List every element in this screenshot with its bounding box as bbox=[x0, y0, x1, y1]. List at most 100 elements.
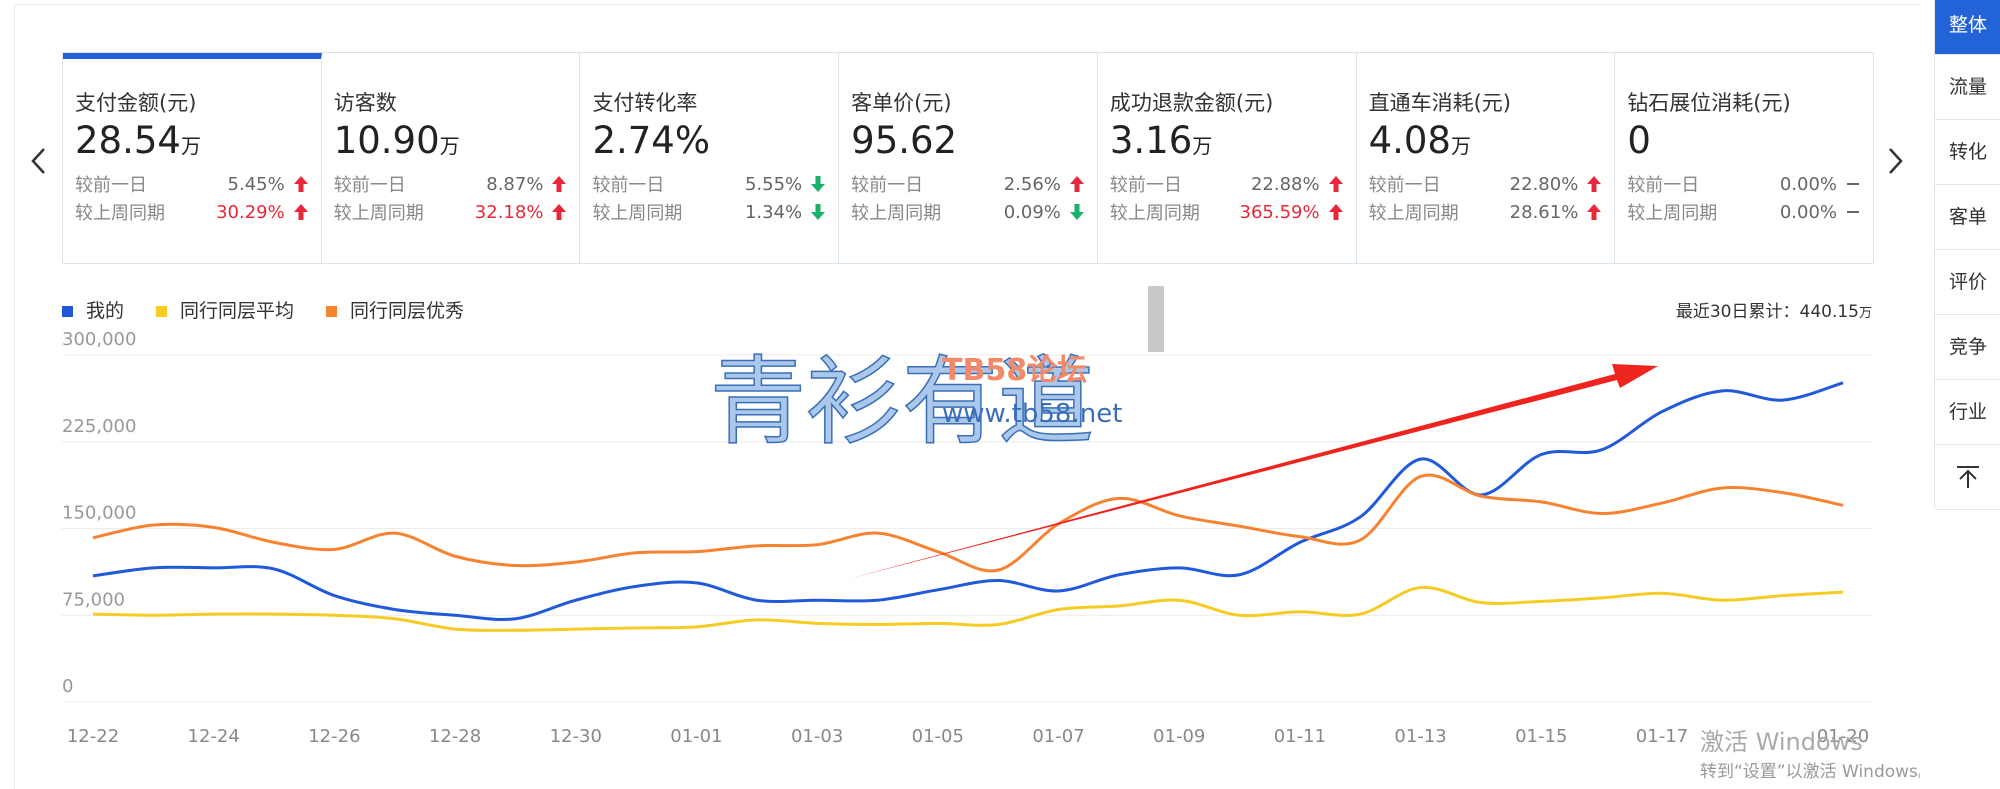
compare-label: 较前一日 bbox=[1368, 175, 1441, 196]
compare-label: 较前一日 bbox=[75, 175, 147, 196]
metric-value: 10.90万 bbox=[334, 119, 568, 167]
metric-cards: 支付金额(元) 28.54万 较前一日 5.45% 较上周同期 30.29% 访客数 10.9… bbox=[62, 52, 1874, 264]
compare-row: 较前一日 22.88% bbox=[1109, 173, 1344, 196]
compare-value: 30.29% bbox=[216, 201, 285, 223]
nav-tab[interactable]: 转化 bbox=[1935, 120, 2000, 185]
nav-tab[interactable]: 行业 bbox=[1935, 380, 2000, 445]
compare-label: 较前一日 bbox=[592, 175, 665, 196]
nav-tab[interactable]: 竞争 bbox=[1935, 315, 2000, 380]
metric-card[interactable]: 支付转化率 2.74% 较前一日 5.55% 较上周同期 1.34% bbox=[580, 53, 840, 263]
compare-label: 较前一日 bbox=[333, 175, 406, 196]
value-number: 28.54 bbox=[75, 119, 181, 162]
compare-value: 32.18% bbox=[474, 201, 544, 223]
compare-row: 较上周同期 1.34% bbox=[592, 201, 826, 224]
trend-arrow bbox=[1587, 176, 1602, 192]
metric-card[interactable]: 钻石展位消耗(元) 0 较前一日 0.00% 较上周同期 0.00% bbox=[1615, 53, 1873, 263]
compare-value: 0.00% bbox=[1779, 173, 1838, 195]
metric-card[interactable]: 成功退款金额(元) 3.16万 较前一日 22.88% 较上周同期 365.59% bbox=[1098, 53, 1357, 263]
compare-row: 较前一日 2.56% bbox=[851, 173, 1085, 196]
compare-label: 较上周同期 bbox=[1368, 203, 1459, 224]
os-activate-hint: 转到“设置”以激活 Windows。 bbox=[1700, 762, 1920, 782]
nav-tab[interactable]: 整体 bbox=[1935, 0, 2000, 55]
x-tick-label: 01-13 bbox=[1394, 726, 1446, 747]
metric-value: 2.74% bbox=[592, 119, 826, 167]
compare-value: 8.87% bbox=[486, 173, 544, 195]
compare-label: 较前一日 bbox=[1109, 175, 1182, 196]
back-to-top[interactable] bbox=[1935, 445, 2000, 510]
total: 最近30日累计：440.15万 bbox=[1676, 302, 1872, 322]
trend-arrow bbox=[811, 204, 826, 220]
trend-arrow bbox=[1328, 204, 1343, 220]
x-tick-label: 01-11 bbox=[1274, 726, 1326, 747]
nav-tab[interactable]: 客单 bbox=[1935, 185, 2000, 250]
compare-label: 较上周同期 bbox=[1627, 203, 1718, 224]
x-tick-label: 01-03 bbox=[791, 726, 843, 747]
y-tick-label: 150,000 bbox=[62, 503, 136, 524]
watermark-forum: TB58论坛 bbox=[942, 353, 1087, 388]
x-tick-label: 12-28 bbox=[429, 726, 481, 747]
y-tick-label: 225,000 bbox=[62, 416, 136, 437]
legend-swatch bbox=[156, 306, 168, 317]
next-arrow[interactable] bbox=[1884, 146, 1906, 176]
metric-card[interactable]: 直通车消耗(元) 4.08万 较前一日 22.80% 较上周同期 28.61% bbox=[1357, 53, 1616, 263]
metric-title: 直通车消耗(元) bbox=[1368, 91, 1511, 115]
metric-title: 成功退款金额(元) bbox=[1109, 91, 1274, 115]
metric-title: 访客数 bbox=[333, 91, 397, 115]
legend-swatch bbox=[326, 306, 338, 317]
compare-label: 较前一日 bbox=[851, 175, 924, 196]
nav-tab[interactable]: 流量 bbox=[1935, 55, 2000, 120]
compare-value: 0.00% bbox=[1779, 201, 1838, 223]
metric-value: 3.16万 bbox=[1110, 119, 1344, 167]
panel bbox=[14, 4, 1919, 789]
y-tick-label: 300,000 bbox=[62, 329, 136, 350]
metric-value: 0 bbox=[1627, 119, 1861, 167]
compare-value: 5.45% bbox=[227, 173, 285, 195]
metric-card[interactable]: 支付金额(元) 28.54万 较前一日 5.45% 较上周同期 30.29% bbox=[63, 53, 322, 263]
metric-value: 28.54万 bbox=[75, 119, 309, 167]
trend-arrow bbox=[1587, 204, 1602, 220]
trend-arrow bbox=[1328, 176, 1343, 192]
metric-card[interactable]: 客单价(元) 95.62 较前一日 2.56% 较上周同期 0.09% bbox=[839, 53, 1098, 263]
annotation-arrow bbox=[848, 364, 1658, 579]
series-line bbox=[92, 473, 1844, 573]
x-tick-label: 01-20 bbox=[1817, 726, 1869, 747]
x-tick-label: 01-15 bbox=[1515, 726, 1567, 747]
compare-value: 5.55% bbox=[744, 173, 803, 195]
top-glyph bbox=[1957, 466, 1979, 488]
watermark-main: 青衫有道 bbox=[710, 346, 1094, 458]
value-unit: 万 bbox=[1192, 134, 1213, 158]
prev-arrow[interactable] bbox=[28, 146, 50, 176]
y-tick-label: 75,000 bbox=[62, 589, 125, 610]
x-tick-label: 12-30 bbox=[550, 726, 602, 747]
trend-icon bbox=[1069, 176, 1084, 192]
compare-label: 较前一日 bbox=[1627, 175, 1700, 196]
compare-value: 28.61% bbox=[1509, 201, 1579, 223]
compare-row: 较前一日 5.45% bbox=[75, 173, 309, 196]
metric-title: 客单价(元) bbox=[851, 91, 952, 115]
value-number: 0 bbox=[1627, 119, 1651, 162]
series-line bbox=[92, 585, 1844, 632]
compare-value: 1.34% bbox=[744, 201, 803, 223]
trend-icon bbox=[1069, 204, 1084, 220]
trend-arrow bbox=[1069, 204, 1084, 220]
compare-value: 2.56% bbox=[1003, 173, 1061, 195]
compare-value: 365.59% bbox=[1239, 201, 1320, 223]
watermark-site: www.tb58.net bbox=[942, 399, 1122, 429]
trend-icon bbox=[1847, 183, 1860, 185]
compare-row: 较前一日 22.80% bbox=[1368, 173, 1603, 196]
legend-label: 同行同层平均 bbox=[180, 300, 294, 322]
trend-icon bbox=[552, 204, 567, 220]
metric-card[interactable]: 访客数 10.90万 较前一日 8.87% 较上周同期 32.18% bbox=[322, 53, 581, 263]
trend-icon bbox=[293, 204, 308, 220]
x-tick-label: 01-09 bbox=[1153, 726, 1205, 747]
value-number: 2.74% bbox=[592, 119, 710, 162]
compare-row: 较前一日 0.00% bbox=[1627, 173, 1861, 196]
compare-row: 较上周同期 28.61% bbox=[1368, 201, 1603, 224]
total-part: 440.15 bbox=[1800, 302, 1859, 322]
nav-tab[interactable]: 评价 bbox=[1935, 250, 2000, 315]
metric-title: 支付转化率 bbox=[592, 91, 698, 115]
trend-icon bbox=[1587, 204, 1602, 220]
value-number: 95.62 bbox=[851, 119, 958, 162]
